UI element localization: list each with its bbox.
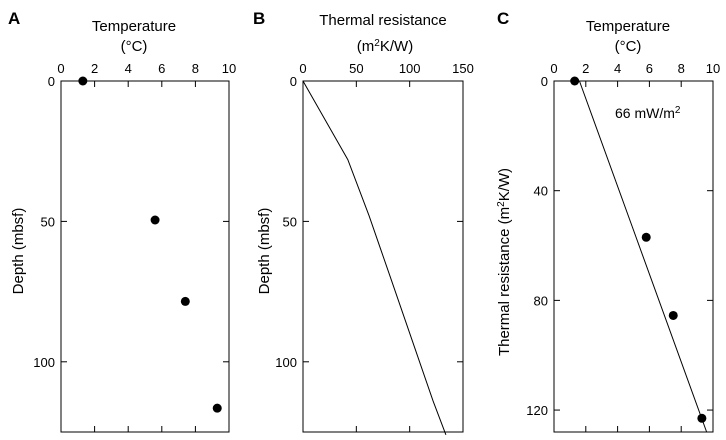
panel-c-annotation: 66 mW/m2 — [615, 105, 681, 122]
panel-a-y-tick-label-2: 100 — [33, 355, 55, 370]
panel-a-y-tick-label-1: 50 — [41, 214, 55, 229]
panel-a-frame — [60, 80, 230, 433]
panel-b-y-tick-label-1: 50 — [283, 214, 297, 229]
panel-c-y-title-base: Thermal resistance (m — [496, 207, 513, 356]
panel-c-y-ticks: 0 40 80 120 — [526, 74, 713, 418]
panel-b-letter: B — [253, 9, 265, 28]
panel-b-marks — [302, 80, 447, 435]
panel-a-data-point-0 — [78, 76, 88, 86]
panel-a-y-title: Depth (mbsf) — [10, 208, 27, 295]
panel-b-x-tick-label-2: 100 — [399, 61, 421, 76]
panel-a-x-tick-label-2: 4 — [125, 61, 132, 76]
panel-c: C Temperature (°C) Thermal resistance (m… — [496, 9, 720, 433]
panel-b-x-ticks: 0 50 100 150 — [299, 61, 474, 432]
panel-a-x-ticks: 0 2 4 6 8 10 — [57, 61, 236, 432]
panel-c-x-tick-label-4: 8 — [678, 61, 685, 76]
panel-a-marks — [78, 76, 222, 413]
panel-a-data-point-2 — [180, 296, 190, 306]
panel-a-x-title: Temperature — [92, 18, 176, 35]
panel-c-letter: C — [497, 9, 509, 28]
panel-a-x-tick-label-4: 8 — [192, 61, 199, 76]
panel-c-y-title-sup: 2 — [496, 201, 507, 207]
panel-c-data-point-1 — [641, 232, 651, 242]
panel-a-y-ticks: 0 50 100 — [33, 74, 229, 370]
panel-a: A Temperature (°C) Depth (mbsf) 0 2 4 6 8 10 … — [8, 9, 236, 433]
panel-c-y-tick-label-3: 120 — [526, 403, 548, 418]
panel-a-y-tick-label-0: 0 — [48, 74, 55, 89]
panel-c-x-tick-label-1: 2 — [582, 61, 589, 76]
panel-b-resistance-curve — [302, 80, 447, 435]
panel-a-x-tick-label-0: 0 — [57, 61, 64, 76]
panel-c-annotation-sup: 2 — [675, 105, 681, 116]
panel-c-data-point-2 — [668, 310, 678, 320]
panel-c-y-title: Thermal resistance (m2K/W) — [496, 168, 514, 356]
panel-a-data-point-1 — [150, 215, 160, 225]
panel-c-x-tick-label-0: 0 — [550, 61, 557, 76]
panel-c-x-title: Temperature — [586, 18, 670, 35]
panel-b-y-tick-label-0: 0 — [290, 74, 297, 89]
panel-c-x-tick-label-3: 6 — [646, 61, 653, 76]
panel-c-y-tick-label-1: 40 — [534, 184, 548, 199]
panel-b-frame — [302, 80, 464, 433]
panel-b-x-unit-rest: K/W) — [380, 38, 413, 55]
panel-a-x-tick-label-3: 6 — [158, 61, 165, 76]
panel-b-x-tick-label-1: 50 — [349, 61, 363, 76]
panel-c-y-tick-label-0: 0 — [541, 74, 548, 89]
panel-c-x-tick-label-5: 10 — [706, 61, 720, 76]
panel-b-x-unit-base: (m — [357, 38, 375, 55]
panel-c-y-tick-label-2: 80 — [534, 293, 548, 308]
panel-c-x-tick-label-2: 4 — [614, 61, 621, 76]
panel-c-fit-line — [578, 80, 708, 433]
panel-a-x-unit: (°C) — [121, 38, 148, 55]
panel-b-x-tick-label-3: 150 — [452, 61, 474, 76]
panel-b-x-title: Thermal resistance — [319, 12, 447, 29]
panel-c-data-point-0 — [570, 76, 580, 86]
panel-a-x-tick-label-1: 2 — [91, 61, 98, 76]
panel-a-letter: A — [8, 9, 20, 28]
panel-b-y-title: Depth (mbsf) — [256, 208, 273, 295]
panel-a-x-tick-label-5: 10 — [222, 61, 236, 76]
panel-c-marks — [570, 76, 708, 433]
panel-c-frame — [553, 80, 714, 433]
panel-c-x-unit: (°C) — [615, 38, 642, 55]
panel-c-x-ticks: 0 2 4 6 8 10 — [550, 61, 720, 432]
panel-b-y-tick-label-2: 100 — [275, 355, 297, 370]
panel-c-data-point-3 — [697, 413, 707, 423]
panel-b-x-tick-label-0: 0 — [299, 61, 306, 76]
panel-b-x-unit-sup: 2 — [374, 38, 380, 49]
panel-b-x-unit: (m2K/W) — [357, 38, 413, 56]
panel-a-data-point-3 — [212, 403, 222, 413]
panel-b-y-ticks: 0 50 100 — [275, 74, 463, 370]
panel-c-y-title-rest: K/W) — [496, 168, 513, 201]
panel-b: B Thermal resistance (m2K/W) Depth (mbsf… — [253, 9, 474, 435]
panel-c-annotation-base: 66 mW/m — [615, 105, 675, 121]
